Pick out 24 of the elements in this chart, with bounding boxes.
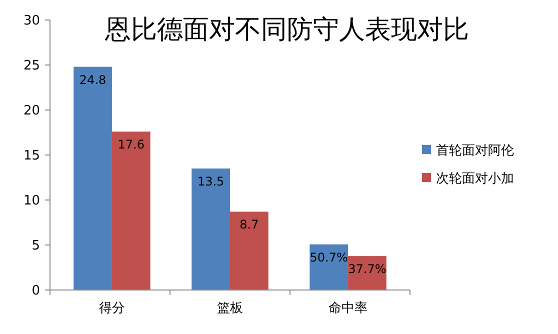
data-label: 17.6 <box>118 138 145 152</box>
y-tick-label: 20 <box>23 104 40 119</box>
y-tick-label: 10 <box>23 194 40 209</box>
y-tick-label: 25 <box>23 58 40 74</box>
y-tick-label: 5 <box>32 238 40 254</box>
x-tick-label: 得分 <box>98 301 125 316</box>
legend-label: 次轮面对小加 <box>436 172 514 187</box>
y-tick-label: 0 <box>32 284 40 299</box>
annotation: 50.7% <box>310 250 348 264</box>
x-tick-label: 命中率 <box>328 300 368 316</box>
bar <box>310 244 348 290</box>
chart-title: 恩比德面对不同防守人表现对比 <box>104 15 469 45</box>
legend-label: 首轮面对阿伦 <box>436 144 514 159</box>
y-tick-label: 30 <box>23 14 40 29</box>
data-label: 24.8 <box>79 72 106 87</box>
data-label: 8.7 <box>240 218 259 232</box>
bar <box>112 132 150 290</box>
bar <box>230 212 268 290</box>
annotation: 37.7% <box>348 262 386 276</box>
x-tick-label: 篮板 <box>217 301 243 316</box>
y-tick-label: 15 <box>23 148 40 164</box>
bar <box>74 66 112 290</box>
bar <box>192 168 230 290</box>
data-label: 13.5 <box>197 174 224 188</box>
